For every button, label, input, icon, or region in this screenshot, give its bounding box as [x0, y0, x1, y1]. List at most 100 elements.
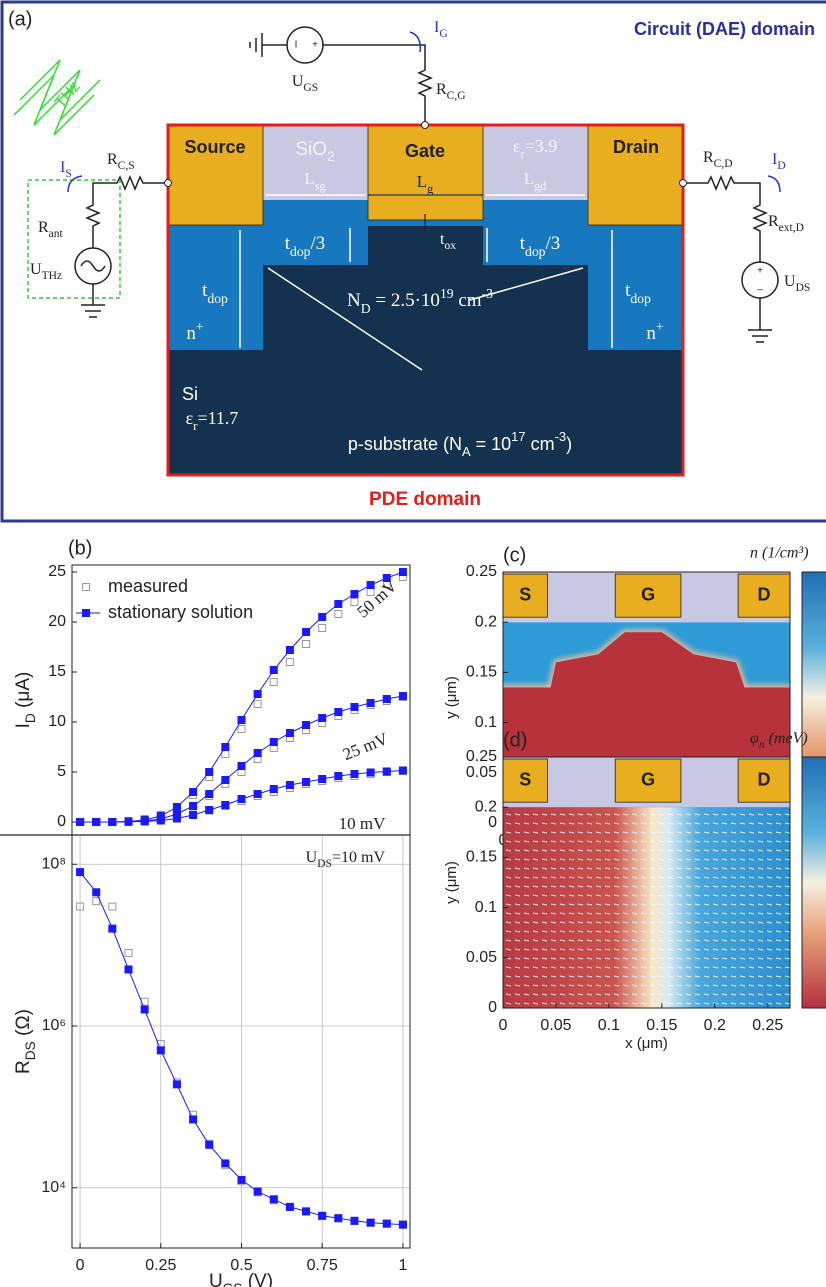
diagram-label: IS	[60, 159, 72, 180]
data-point	[398, 568, 407, 576]
data-point	[350, 1216, 359, 1225]
panel-label: (d)	[503, 729, 527, 751]
diagram-label-part: THz	[42, 270, 62, 282]
data-point	[318, 775, 327, 783]
legend-marker	[82, 609, 90, 617]
diagram-label: εr=11.7	[186, 408, 239, 433]
diagram-label-part: -3	[555, 429, 567, 444]
data-point	[302, 640, 311, 648]
annotation-part: =10 mV	[332, 849, 385, 866]
y-tick-label: 20	[48, 613, 66, 630]
y-tick-label: 0.05	[466, 949, 497, 966]
data-point	[237, 725, 246, 733]
y-axis-label-part: R	[13, 1060, 34, 1074]
diagram-label: UGS	[292, 73, 318, 94]
data-point	[334, 610, 343, 618]
diagram-label: tdop	[625, 280, 651, 305]
diagram-label: εr=3.9	[513, 136, 558, 161]
data-point	[350, 598, 359, 606]
data-point	[285, 658, 294, 666]
y-axis-label-part: I	[13, 723, 34, 728]
contact	[737, 758, 790, 803]
diagram-label-part: cm	[454, 290, 482, 311]
data-point	[205, 1140, 214, 1149]
chart-title-part: n	[759, 739, 765, 751]
diagram-label: n+	[186, 319, 204, 345]
data-point	[189, 1115, 198, 1124]
diagram-label-part: +	[656, 319, 664, 334]
diagram-label-part: n	[646, 323, 656, 344]
x-tick-label: 0.25	[145, 1257, 176, 1274]
diagram-label-part: D	[361, 301, 371, 316]
device	[166, 123, 685, 477]
diagram-label: Lsg	[304, 169, 325, 193]
curve-label: 25 mV	[340, 729, 391, 764]
diagram-label: RC,G	[436, 81, 466, 102]
diagram-label: (a)	[8, 8, 32, 30]
y-tick-label: 5	[57, 763, 66, 780]
data-point	[76, 868, 85, 877]
diagram-label: UDS	[784, 273, 810, 294]
svg-text:+: +	[757, 266, 763, 277]
y-axis-label-part: DS	[23, 1041, 38, 1060]
y-tick-label: 0.25	[466, 748, 497, 765]
y-tick-label: 0.2	[475, 798, 497, 815]
data-point	[334, 600, 343, 608]
diagram-label: Drain	[613, 137, 659, 157]
diagram-label-part: cm	[526, 434, 555, 454]
data-point	[285, 729, 294, 737]
data-point	[318, 1211, 327, 1220]
data-point	[108, 902, 117, 911]
diagram-label-part: t	[440, 231, 445, 248]
panel-label: (b)	[68, 537, 92, 559]
contact	[503, 573, 548, 618]
data-point	[334, 1214, 343, 1223]
data-point	[156, 816, 165, 825]
annotation: UDS=10 mV	[306, 849, 386, 870]
diagram-label-part: t	[285, 233, 291, 254]
data-point	[366, 768, 375, 777]
y-tick-label: 10⁴	[41, 1179, 66, 1196]
data-point	[140, 1005, 149, 1014]
y-tick-label: 0.2	[475, 613, 497, 630]
legend-label: measured	[108, 576, 188, 596]
y-axis-label-part: (Ω)	[13, 1009, 34, 1041]
diagram-label-part: D	[777, 160, 785, 172]
data-point	[253, 700, 262, 708]
data-point	[318, 714, 327, 722]
x-tick-label: 0.05	[540, 1017, 571, 1034]
diagram-label: IG	[434, 19, 448, 40]
y-tick-label: 0	[488, 814, 497, 831]
diagram-label-part: p-substrate (N	[348, 434, 462, 454]
data-point	[221, 1159, 230, 1168]
y-tick-label: 15	[48, 663, 66, 680]
diagram-label-part: DS	[796, 282, 811, 294]
diagram-label: ID	[772, 151, 786, 172]
diagram-label-part: ε	[513, 136, 521, 156]
data-point	[172, 814, 181, 823]
diagram-label: ND = 2.5·1019 cm-3	[347, 286, 493, 316]
data-point	[302, 778, 311, 786]
diagram-label-part: ext,D	[779, 222, 804, 234]
contact-label: S	[519, 584, 531, 604]
y-axis-label-part: D	[23, 713, 38, 723]
diagram-label-part: G	[439, 28, 447, 40]
diagram-label: Gate	[405, 141, 445, 161]
x-axis-label-part: U	[209, 1271, 223, 1287]
diagram-label: PDE domain	[369, 489, 481, 510]
data-point	[366, 699, 375, 707]
diagram-label-part: N	[347, 290, 361, 311]
data-point	[253, 1187, 262, 1196]
diagram-label-part: I	[772, 151, 777, 168]
diagram-label-part: )	[566, 434, 572, 454]
data-point	[269, 738, 278, 746]
diagram-label-part: r	[520, 146, 525, 161]
contact-label: G	[641, 769, 655, 789]
diagram-label-part: R	[703, 149, 714, 166]
y-tick-label: 10⁶	[42, 1017, 66, 1034]
data-point	[221, 776, 230, 784]
y-tick-label: 0.1	[475, 899, 497, 916]
data-point	[302, 1207, 311, 1216]
data-point	[92, 888, 101, 897]
diagram-label: p-substrate (NA = 1017 cm-3)	[348, 429, 572, 459]
